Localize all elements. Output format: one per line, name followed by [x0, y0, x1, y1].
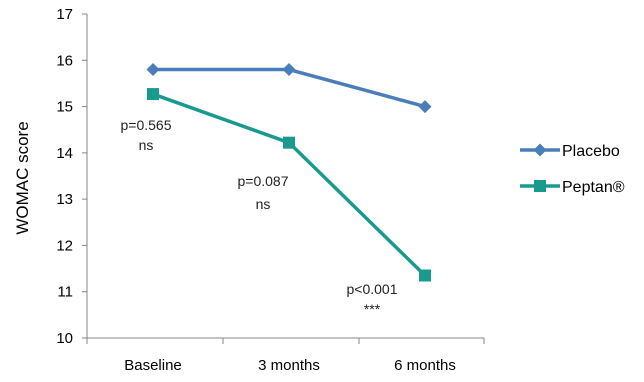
y-tick-label: 14: [56, 145, 73, 162]
y-axis: 10 11 12 13 14 15 16 17: [56, 6, 88, 347]
annotation-pvalue: p=0.087: [238, 173, 289, 189]
y-tick-label: 16: [56, 52, 73, 69]
series-lines: [146, 63, 432, 282]
legend-label: Placebo: [562, 143, 620, 160]
y-tick-label: 12: [56, 237, 73, 254]
data-point: [282, 63, 296, 77]
annotation-significance: ns: [256, 196, 271, 212]
data-point: [147, 88, 159, 101]
y-tick-label: 10: [56, 330, 73, 347]
y-tick-label: 15: [56, 99, 73, 116]
y-tick-label: 17: [56, 6, 73, 23]
y-tick-label: 13: [56, 191, 73, 208]
annotations: p=0.565 ns p=0.087 ns p<0.001 ***: [121, 117, 398, 317]
annotation-pvalue: p<0.001: [347, 281, 398, 297]
series-line: [152, 92, 427, 277]
annotation-significance: ***: [364, 301, 381, 317]
legend-item-placebo[interactable]: Placebo: [520, 143, 620, 160]
x-tick-label: Baseline: [124, 357, 182, 374]
data-point: [146, 63, 160, 77]
y-tick-label: 11: [57, 284, 73, 301]
annotation-pvalue: p=0.565: [121, 117, 172, 133]
series-peptan: [147, 88, 431, 282]
x-tick-label: 6 months: [394, 357, 456, 374]
data-point: [419, 269, 431, 282]
data-point: [418, 100, 432, 114]
legend-label: Peptan®: [562, 179, 625, 196]
x-axis: Baseline 3 months 6 months: [86, 337, 485, 374]
legend-item-peptan[interactable]: Peptan®: [520, 179, 625, 196]
y-axis-title: WOMAC score: [13, 121, 32, 234]
series-placebo: [146, 63, 432, 114]
legend-marker: [533, 143, 547, 157]
legend-marker: [534, 180, 546, 192]
legend[interactable]: Placebo Peptan®: [520, 143, 625, 196]
annotation-significance: ns: [139, 137, 154, 153]
data-point: [283, 136, 295, 149]
x-tick-label: 3 months: [258, 357, 320, 374]
